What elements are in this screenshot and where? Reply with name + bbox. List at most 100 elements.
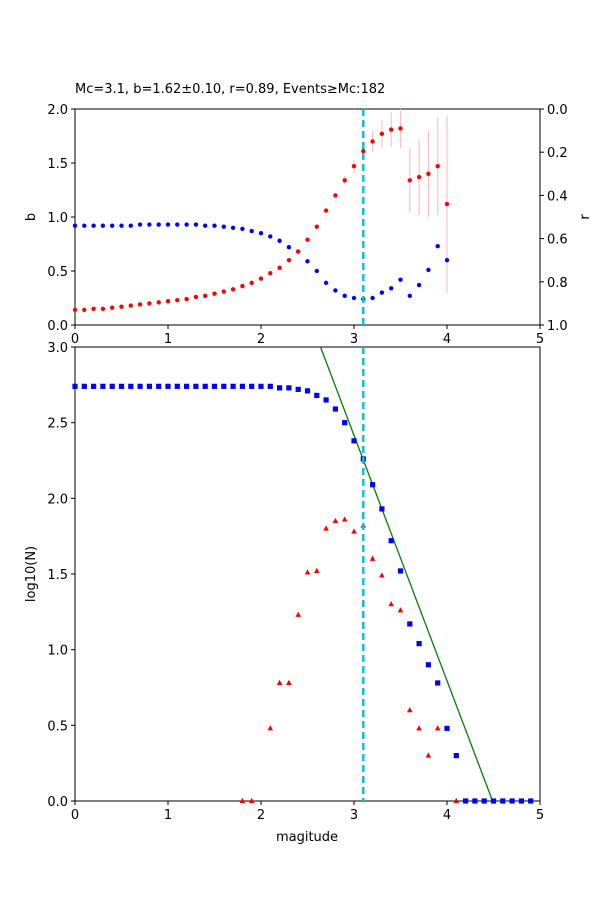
r-point bbox=[128, 223, 133, 228]
noncumulative-point bbox=[332, 517, 339, 524]
top-y2-tick-label: 0.6 bbox=[547, 233, 568, 248]
b-point bbox=[128, 303, 133, 308]
noncumulative-point bbox=[323, 525, 329, 531]
noncumulative-point bbox=[416, 725, 422, 731]
r-point bbox=[277, 238, 282, 243]
b-point bbox=[212, 291, 217, 296]
top-x-tick-label: 5 bbox=[536, 332, 544, 347]
b-point bbox=[240, 283, 245, 289]
r-point bbox=[286, 245, 292, 250]
bottom-y-tick-label: 1.5 bbox=[47, 568, 68, 583]
cumulative-point bbox=[277, 385, 283, 391]
cumulative-point bbox=[230, 383, 236, 389]
b-point bbox=[119, 304, 124, 309]
cumulative-point bbox=[472, 798, 478, 804]
noncumulative-point bbox=[267, 725, 274, 731]
top-y-tick-label: 1.5 bbox=[47, 157, 68, 172]
top-y2-tick-label: 0.8 bbox=[547, 276, 568, 291]
cumulative-point bbox=[118, 383, 125, 389]
noncumulative-point bbox=[425, 752, 432, 758]
r-point bbox=[314, 268, 319, 274]
b-point bbox=[175, 297, 180, 303]
b-point bbox=[314, 224, 319, 229]
b-point bbox=[258, 276, 264, 281]
bottom-x-tick-label: 0 bbox=[71, 808, 79, 823]
cumulative-point bbox=[444, 725, 450, 731]
b-point bbox=[249, 280, 254, 286]
top-y2-tick-label: 1.0 bbox=[547, 319, 568, 334]
r-point bbox=[91, 223, 96, 228]
r-point bbox=[82, 223, 87, 228]
cumulative-point bbox=[518, 798, 524, 804]
bottom-y-axis-label: log10(N) bbox=[24, 546, 39, 602]
bottom-y-tick-label: 3.0 bbox=[47, 341, 68, 356]
r-point bbox=[370, 295, 375, 301]
top-y-tick-label: 2.0 bbox=[47, 103, 68, 118]
noncumulative-point bbox=[286, 679, 292, 685]
bottom-x-tick-label: 1 bbox=[164, 808, 172, 823]
top-y-tick-label: 0.5 bbox=[47, 265, 68, 280]
r-point bbox=[426, 267, 431, 273]
cumulative-point bbox=[174, 383, 180, 389]
r-point bbox=[175, 222, 180, 227]
r-point bbox=[240, 226, 245, 232]
cumulative-point bbox=[286, 385, 292, 391]
b-point bbox=[91, 306, 96, 311]
cumulative-point bbox=[72, 383, 78, 389]
noncumulative-point bbox=[397, 607, 404, 613]
cumulative-point bbox=[258, 383, 264, 389]
bottom-x-tick-label: 4 bbox=[443, 808, 451, 823]
top-x-tick-label: 1 bbox=[164, 332, 172, 347]
gr-fit-line bbox=[319, 346, 494, 802]
top-x-tick-label: 2 bbox=[257, 332, 265, 347]
r-point bbox=[398, 277, 403, 282]
r-point bbox=[444, 258, 450, 263]
cumulative-point bbox=[425, 662, 431, 668]
noncumulative-point bbox=[453, 797, 460, 803]
top-x-tick-label: 0 bbox=[71, 332, 79, 347]
cumulative-point bbox=[91, 383, 97, 389]
b-point bbox=[407, 178, 412, 183]
r-point bbox=[72, 223, 78, 228]
b-point bbox=[435, 164, 440, 169]
bottom-marks: 0 1 2 3 4 5 0.0 0.5 1.0 1.5 2.0 2.5 3.0 bbox=[47, 341, 544, 823]
b-point bbox=[444, 201, 450, 207]
b-point bbox=[426, 171, 431, 176]
bottom-x-axis-label: magitude bbox=[276, 830, 338, 845]
r-point bbox=[435, 243, 440, 249]
cumulative-point bbox=[295, 386, 301, 392]
r-point bbox=[147, 222, 152, 227]
cumulative-point bbox=[202, 383, 208, 389]
r-point bbox=[379, 290, 385, 295]
cumulative-point bbox=[314, 392, 320, 399]
b-point bbox=[370, 139, 375, 144]
cumulative-point bbox=[481, 798, 487, 804]
cumulative-point bbox=[500, 798, 506, 804]
top-x-tick-label: 4 bbox=[443, 332, 451, 347]
b-point bbox=[268, 270, 273, 276]
cumulative-point bbox=[128, 383, 134, 389]
bottom-x-tick-label: 3 bbox=[350, 808, 358, 823]
b-point bbox=[416, 174, 422, 180]
cumulative-point bbox=[239, 383, 245, 389]
bottom-y-tick-label: 2.0 bbox=[47, 492, 68, 507]
noncumulative-point bbox=[407, 707, 413, 713]
b-point bbox=[323, 208, 329, 213]
b-point bbox=[286, 258, 292, 263]
r-point bbox=[165, 222, 171, 227]
cumulative-point bbox=[463, 798, 469, 804]
b-point bbox=[277, 265, 282, 270]
cumulative-point bbox=[184, 383, 190, 389]
b-point bbox=[342, 178, 347, 183]
bottom-y-tick-label: 0.0 bbox=[47, 795, 68, 810]
bottom-y-tick-label: 2.5 bbox=[47, 417, 68, 432]
bottom-y-tick-label: 1.0 bbox=[47, 644, 68, 659]
b-point bbox=[137, 302, 143, 307]
noncumulative-point bbox=[276, 679, 283, 685]
b-point bbox=[379, 131, 385, 137]
top-y2-tick-label: 0.2 bbox=[547, 146, 568, 161]
cumulative-point bbox=[490, 798, 497, 804]
noncumulative-point bbox=[434, 725, 441, 731]
cumulative-point bbox=[156, 383, 162, 389]
